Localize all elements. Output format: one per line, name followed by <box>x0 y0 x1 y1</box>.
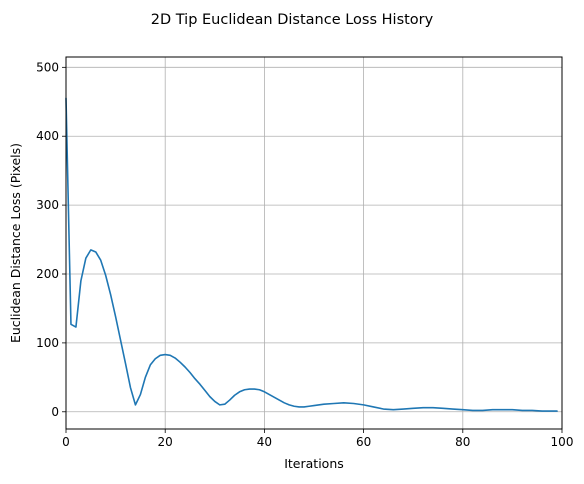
y-tick-label: 200 <box>36 267 59 281</box>
series-layer <box>65 97 558 412</box>
x-tick-label: 20 <box>158 435 173 449</box>
x-tick-label: 40 <box>257 435 272 449</box>
y-tick-label: 400 <box>36 129 59 143</box>
x-tick-label: 100 <box>551 435 574 449</box>
y-tick-label: 100 <box>36 336 59 350</box>
plot-area-frame <box>65 56 563 430</box>
y-axis: 0 100 200 300 400 500 <box>36 60 66 419</box>
x-axis: 0 20 40 60 80 100 <box>62 429 573 449</box>
x-tick-label: 0 <box>62 435 70 449</box>
series-line <box>65 97 558 412</box>
grid <box>65 57 563 429</box>
x-axis-label: Iterations <box>284 456 344 471</box>
y-tick-label: 500 <box>36 60 59 74</box>
y-tick-label: 0 <box>51 405 59 419</box>
x-tick-label: 60 <box>356 435 371 449</box>
chart-title: 2D Tip Euclidean Distance Loss History <box>151 12 434 28</box>
x-tick-label: 80 <box>455 435 470 449</box>
y-tick-label: 300 <box>36 198 59 212</box>
y-axis-label: Euclidean Distance Loss (Pixels) <box>8 143 23 343</box>
